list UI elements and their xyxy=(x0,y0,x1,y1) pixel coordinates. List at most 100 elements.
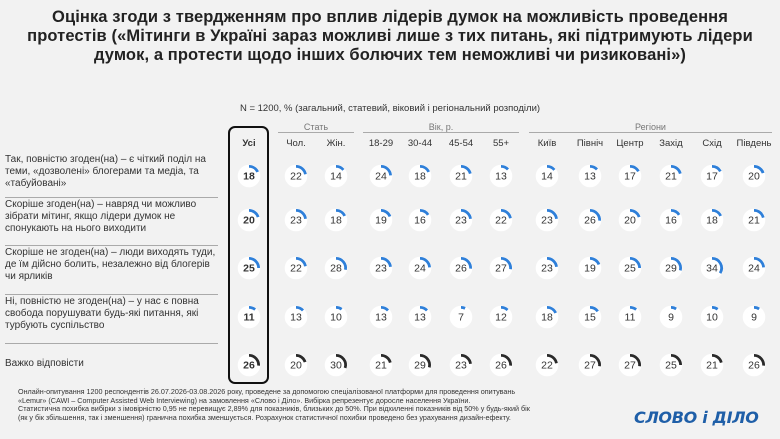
donut-cell: 26 xyxy=(578,208,602,232)
donut-value: 16 xyxy=(414,215,426,227)
donut-center xyxy=(621,259,639,277)
donut-cell: 21 xyxy=(449,164,473,188)
donut-value: 27 xyxy=(624,360,636,372)
donut-cell: 10 xyxy=(324,305,348,329)
donut-value: 26 xyxy=(748,360,760,372)
donut-value: 19 xyxy=(375,215,387,227)
donut-value: 10 xyxy=(330,312,342,324)
donut-arc xyxy=(670,165,682,175)
donut-value: 17 xyxy=(706,171,718,183)
donut-center xyxy=(372,356,390,374)
donut-cell: 24 xyxy=(408,256,432,280)
donut-value: 18 xyxy=(330,215,342,227)
donut-cell: 23 xyxy=(369,256,393,280)
donut-center xyxy=(538,356,556,374)
donut-arc xyxy=(589,354,601,367)
donut-cell: 13 xyxy=(408,305,432,329)
donut-center xyxy=(538,259,556,277)
donut-arc xyxy=(248,306,257,311)
donut-arc xyxy=(589,306,599,313)
donut-center xyxy=(745,211,763,229)
donut-arc xyxy=(248,354,260,366)
donut-cell: 13 xyxy=(284,305,308,329)
donut-value: 22 xyxy=(541,360,553,372)
donut-cell: 9 xyxy=(742,305,766,329)
donut-cell: 7 xyxy=(449,305,473,329)
donut-center xyxy=(621,167,639,185)
group-divider xyxy=(278,132,354,133)
column-label: 45-54 xyxy=(448,138,474,149)
donut-arc xyxy=(380,354,392,364)
donut-value: 20 xyxy=(290,360,302,372)
column-label: Південь xyxy=(736,138,772,149)
donut-cell: 23 xyxy=(535,256,559,280)
donut-arc xyxy=(753,209,765,219)
donut-center xyxy=(621,211,639,229)
donut-arc xyxy=(670,354,682,366)
donut-center xyxy=(240,211,258,229)
donut-cell: 26 xyxy=(237,353,261,377)
donut-arc xyxy=(295,354,307,363)
donut-cell: 24 xyxy=(742,256,766,280)
donut-value: 21 xyxy=(455,171,467,183)
column-label: Північ xyxy=(576,138,604,149)
donut-center xyxy=(372,308,390,326)
group-divider xyxy=(529,132,772,133)
donut-value: 13 xyxy=(375,312,387,324)
donut-arc xyxy=(629,165,640,173)
donut-value: 18 xyxy=(414,171,426,183)
donut-arc xyxy=(460,165,472,175)
donut-cell: 26 xyxy=(742,353,766,377)
donut-arc xyxy=(670,209,681,216)
donut-arc xyxy=(419,354,431,368)
donut-cell: 14 xyxy=(535,164,559,188)
column-label: Захід xyxy=(659,138,683,149)
column-label: Жін. xyxy=(326,138,346,149)
donut-arc xyxy=(546,306,557,314)
donut-arc xyxy=(711,354,723,364)
donut-center xyxy=(287,259,305,277)
donut-value: 20 xyxy=(748,171,760,183)
donut-arc xyxy=(589,165,599,171)
donut-cell: 17 xyxy=(618,164,642,188)
donut-arc xyxy=(546,257,558,268)
donut-value: 9 xyxy=(751,312,757,324)
donut-center xyxy=(492,259,510,277)
row-separator xyxy=(5,197,218,198)
donut-cell: 12 xyxy=(489,305,513,329)
donut-center xyxy=(452,211,470,229)
donut-value: 17 xyxy=(624,171,636,183)
donut-center xyxy=(240,259,258,277)
donut-cell: 20 xyxy=(742,164,766,188)
donut-cell: 10 xyxy=(700,305,724,329)
donut-arc xyxy=(500,257,512,270)
donut-value: 23 xyxy=(455,360,467,372)
donut-cell: 27 xyxy=(578,353,602,377)
footer-line: Статистична похибка вибірки з імовірніст… xyxy=(18,404,530,414)
donut-arc xyxy=(335,257,347,271)
donut-arc xyxy=(380,209,392,218)
donut-value: 14 xyxy=(541,171,553,183)
donut-center xyxy=(662,308,680,326)
donut-arc xyxy=(335,306,343,311)
donut-value: 26 xyxy=(455,263,467,275)
donut-value: 11 xyxy=(243,312,254,324)
donut-cell: 22 xyxy=(489,208,513,232)
footer-line: Онлайн-опитування 1200 респондентів 26.0… xyxy=(18,387,516,396)
donut-value: 23 xyxy=(290,215,302,227)
donut-cell: 28 xyxy=(324,256,348,280)
donut-center xyxy=(372,211,390,229)
donut-value: 23 xyxy=(455,215,467,227)
donut-value: 13 xyxy=(290,312,302,324)
donut-arc xyxy=(295,165,307,175)
row-separator xyxy=(5,245,218,246)
total-column-highlight xyxy=(228,126,269,384)
chart-subtitle: N = 1200, % (загальний, статевий, вікови… xyxy=(239,103,541,114)
donut-cell: 24 xyxy=(369,164,393,188)
donut-value: 21 xyxy=(748,215,760,227)
donut-value: 7 xyxy=(458,312,464,324)
donut-cell: 21 xyxy=(659,164,683,188)
donut-cell: 15 xyxy=(578,305,602,329)
donut-value: 10 xyxy=(706,312,718,324)
donut-cell: 13 xyxy=(578,164,602,188)
